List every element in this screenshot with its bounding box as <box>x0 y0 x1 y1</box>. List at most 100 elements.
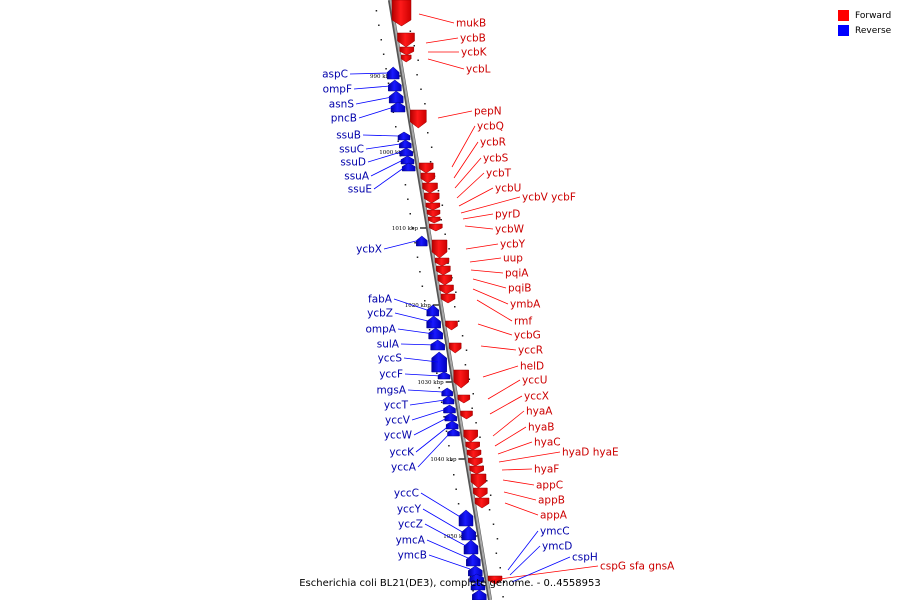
reverse-gene-label[interactable]: ompF <box>323 84 352 96</box>
reverse-gene-label[interactable]: cspH <box>572 552 598 564</box>
reverse-gene-arrow <box>447 428 460 437</box>
reverse-gene-label[interactable]: ssuE <box>348 184 372 196</box>
reverse-leader-line <box>394 312 433 323</box>
reverse-gene-label[interactable]: yccS <box>378 353 403 365</box>
forward-gene-label[interactable]: ycbR <box>480 137 506 149</box>
reverse-gene-label[interactable]: fabA <box>368 294 393 306</box>
forward-gene-label[interactable]: ymbA <box>510 299 541 311</box>
forward-gene-arrow <box>391 0 412 27</box>
forward-leader-line <box>454 157 482 189</box>
reverse-gene-label[interactable]: yccC <box>394 488 419 500</box>
reverse-leader-line <box>509 545 541 576</box>
reverse-leader-line <box>349 72 390 75</box>
forward-gene-label[interactable]: yccX <box>524 391 549 403</box>
reverse-gene-arrow <box>443 404 456 414</box>
forward-gene-label[interactable]: yccU <box>522 375 547 387</box>
legend-reverse: Reverse <box>838 23 891 38</box>
genome-axis <box>387 0 493 600</box>
scale-tick-label: 1000 kbp <box>379 150 406 156</box>
reverse-gene-label[interactable]: ymcA <box>396 535 426 547</box>
axis-dot <box>382 53 385 55</box>
reverse-gene-label[interactable]: ssuA <box>344 171 370 183</box>
forward-gene-arrow <box>457 394 471 404</box>
forward-gene-label[interactable]: helD <box>520 361 544 373</box>
forward-gene-arrow <box>429 223 443 232</box>
forward-gene-label[interactable]: ycbT <box>486 168 512 180</box>
forward-gene-label[interactable]: pyrD <box>495 209 520 221</box>
forward-gene-label[interactable]: appC <box>536 480 563 492</box>
reverse-gene-label[interactable]: ycbX <box>356 244 382 256</box>
forward-gene-label[interactable]: ycbW <box>495 224 525 236</box>
axis-dot <box>457 503 460 505</box>
forward-gene-label[interactable]: hyaD hyaE <box>562 447 619 459</box>
forward-gene-label[interactable]: appA <box>540 510 568 522</box>
forward-leader-line <box>498 451 561 463</box>
forward-gene-label[interactable]: hyaC <box>534 437 561 449</box>
forward-gene-label[interactable]: uup <box>503 253 523 265</box>
reverse-leader-line <box>400 343 437 346</box>
reverse-gene-label[interactable]: ymcB <box>398 550 427 562</box>
forward-gene-label[interactable]: ycbL <box>466 64 491 76</box>
reverse-gene-label[interactable]: ycbZ <box>367 308 393 320</box>
reverse-gene-label[interactable]: yccT <box>384 400 409 412</box>
axis-dot <box>417 59 419 61</box>
forward-leader-line <box>504 502 539 516</box>
reverse-gene-label[interactable]: ssuD <box>340 157 366 169</box>
reverse-gene-label[interactable]: yccY <box>397 504 422 516</box>
reverse-gene-label[interactable]: yccV <box>385 415 411 427</box>
forward-leader-line <box>437 110 473 119</box>
reverse-leader-line <box>355 96 393 105</box>
reverse-gene-label[interactable]: yccA <box>391 462 417 474</box>
reverse-gene-label[interactable]: ssuB <box>336 130 361 142</box>
forward-gene-arrow <box>400 54 412 63</box>
reverse-gene-label[interactable]: yccK <box>389 447 415 459</box>
forward-gene-label[interactable]: mukB <box>456 18 486 30</box>
reverse-gene-label[interactable]: aspC <box>322 69 348 81</box>
forward-gene-label[interactable]: rmf <box>514 316 532 328</box>
reverse-gene-label[interactable]: ymcC <box>540 526 570 538</box>
forward-gene-arrow <box>431 239 448 259</box>
reverse-gene-label[interactable]: ymcD <box>542 541 572 553</box>
forward-gene-arrow <box>426 209 441 218</box>
forward-gene-label[interactable]: hyaB <box>528 422 555 434</box>
reverse-gene-label[interactable]: yccZ <box>398 519 423 531</box>
forward-gene-label[interactable]: ycbY <box>500 239 526 251</box>
forward-gene-label[interactable]: appB <box>538 495 565 507</box>
reverse-gene-label[interactable]: yccF <box>379 369 403 381</box>
forward-gene-label[interactable]: pqiB <box>508 283 531 295</box>
forward-gene-label[interactable]: yccR <box>518 345 543 357</box>
forward-gene-label[interactable]: hyaA <box>526 406 553 418</box>
reverse-leader-line <box>365 143 401 150</box>
forward-gene-label[interactable]: ycbQ <box>477 121 504 133</box>
axis-dot <box>445 430 448 432</box>
reverse-gene-label[interactable]: ssuC <box>339 144 364 156</box>
forward-gene-label[interactable]: pepN <box>474 106 502 118</box>
forward-gene-label[interactable]: ycbG <box>514 330 541 342</box>
forward-gene-label[interactable]: hyaF <box>534 464 559 476</box>
reverse-gene-label[interactable]: ompA <box>365 324 396 336</box>
forward-gene-arrow <box>470 473 487 489</box>
reverse-gene-label[interactable]: sulA <box>377 339 400 351</box>
forward-gene-label[interactable]: ycbB <box>460 33 486 45</box>
axis-dot <box>411 227 414 229</box>
forward-gene-label[interactable]: pqiA <box>505 268 529 280</box>
forward-gene-label[interactable]: ycbS <box>483 153 509 165</box>
forward-gene-arrow <box>439 284 454 295</box>
forward-gene-arrow <box>473 487 488 499</box>
reverse-gene-label[interactable]: pncB <box>331 113 357 125</box>
reverse-gene-arrow <box>472 589 487 600</box>
forward-leader-line <box>492 410 525 437</box>
forward-gene-label[interactable]: ycbU <box>495 183 521 195</box>
forward-gene-arrow <box>423 192 440 204</box>
reverse-gene-label[interactable]: asnS <box>329 99 355 111</box>
axis-dot <box>416 256 419 258</box>
reverse-leader-line <box>373 166 406 190</box>
reverse-leader-line <box>428 554 471 570</box>
forward-leader-line <box>462 213 494 220</box>
forward-gene-label[interactable]: ycbV ycbF <box>522 192 576 204</box>
reverse-leader-line <box>420 492 463 519</box>
forward-gene-label[interactable]: ycbK <box>461 47 488 59</box>
reverse-gene-label[interactable]: mgsA <box>376 385 406 397</box>
forward-gene-label[interactable]: cspG sfa gnsA <box>600 561 675 573</box>
reverse-gene-label[interactable]: yccW <box>384 430 413 442</box>
